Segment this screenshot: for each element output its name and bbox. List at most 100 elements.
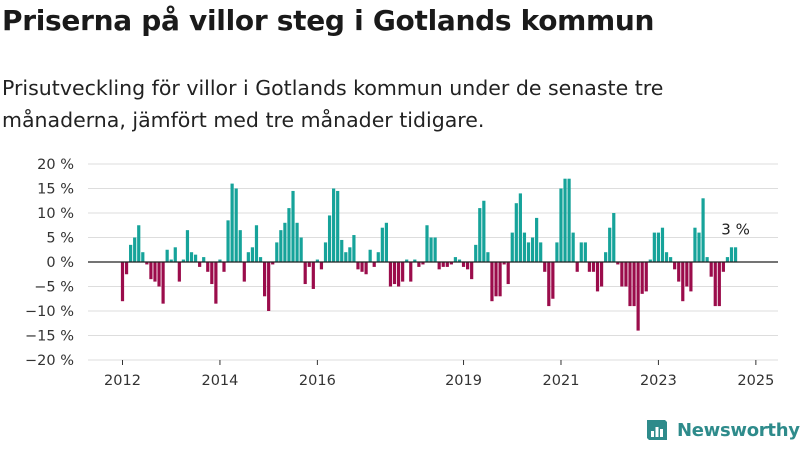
bar [470,262,474,280]
bar [181,259,185,262]
bar [490,262,494,302]
bar [384,222,388,262]
bar [226,220,230,262]
bar [575,262,579,272]
bar [323,242,328,262]
bar [319,262,324,270]
bar [311,262,315,289]
newsworthy-logo: Newsworthy [645,418,800,442]
bar [165,249,169,262]
bar [530,237,535,262]
bar [250,247,255,262]
bar [717,262,721,307]
bar [230,183,234,262]
bar [198,262,202,267]
bar [246,252,250,262]
bar [263,262,267,297]
bar [705,257,709,262]
bar [652,232,656,262]
x-tick-label: 2021 [543,373,580,389]
bar [238,230,242,262]
bar [364,262,368,275]
bar [543,262,547,272]
bar [608,227,612,262]
bar [571,232,575,262]
bar [133,237,137,262]
bar [555,242,559,262]
bar [222,262,226,272]
bar [425,225,429,262]
y-axis-labels: 20 % 15 % 10 % 5 % 0 % −5 % −10 % −15 % −20 % [25,157,74,369]
bar [157,262,161,287]
bar [449,262,453,265]
bar [620,262,624,287]
bar [202,257,206,262]
bar [539,242,543,262]
bar [689,262,693,292]
bar [486,252,490,262]
bar [567,178,571,262]
bar [636,262,640,331]
bar [583,242,587,262]
bar [624,262,628,287]
y-tick-label: −10 % [25,304,74,320]
bar [267,262,271,311]
x-tick-label: 2014 [201,373,238,389]
bar [340,239,344,262]
bar [388,262,393,287]
bar [352,235,356,262]
bar [279,230,283,262]
bar [124,262,129,275]
bar [514,203,518,262]
bar [380,227,384,262]
bar [697,232,701,262]
bar [644,262,648,292]
bar [721,262,725,272]
bar [457,259,462,262]
bar [526,242,531,262]
bar [161,262,165,304]
bar [299,237,303,262]
bar [149,262,153,280]
y-tick-label: 20 % [37,157,74,173]
bar [368,249,372,262]
bar [433,237,437,262]
bar [628,262,632,307]
bar [591,262,596,272]
bar [218,259,222,262]
bar [275,242,279,262]
bar [729,247,734,262]
bar [587,262,591,272]
x-tick-label: 2023 [640,373,677,389]
bar [453,257,458,262]
bar [173,247,177,262]
bar [478,208,482,262]
y-tick-label: 10 % [37,206,74,222]
bar [494,262,498,297]
bar [405,259,409,262]
bar [129,244,133,262]
chart-subtitle: Prisutveckling för villor i Gotlands kom… [2,76,664,132]
bar [336,190,340,262]
annotations: 3 % [721,220,750,238]
bar [445,262,449,267]
bar [518,193,522,262]
bar [660,227,665,262]
bar [193,254,198,262]
bar [713,262,717,307]
bar [466,262,470,270]
bar [120,262,125,302]
bar [254,225,259,262]
bar [648,259,652,262]
bar [214,262,218,304]
bar [701,198,705,262]
bar [417,262,421,267]
bars [120,178,738,331]
bar [669,257,673,262]
bar [177,262,181,282]
bar [640,262,644,294]
bar [295,222,299,262]
bar [579,242,583,262]
bar [677,262,681,282]
bar [547,262,551,307]
